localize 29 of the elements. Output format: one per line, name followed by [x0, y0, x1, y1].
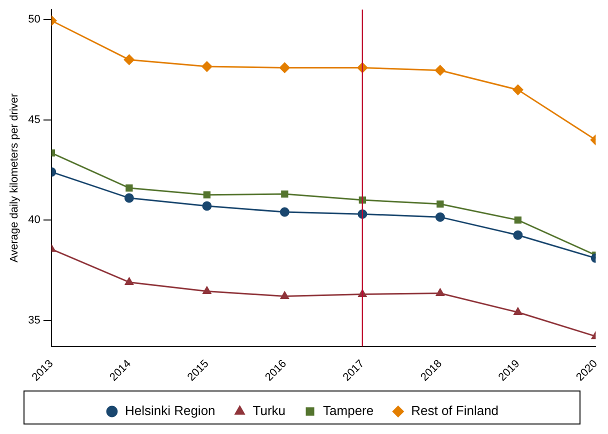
- point: [124, 193, 134, 203]
- legend-label: Turku: [252, 403, 286, 418]
- y-axis-title: Average daily kilometers per driver: [8, 93, 21, 263]
- point: [281, 190, 288, 198]
- point: [434, 65, 446, 76]
- point: [126, 184, 133, 192]
- point: [436, 288, 444, 296]
- point: [203, 191, 211, 198]
- point: [514, 216, 522, 224]
- y-tick-label: 35: [28, 314, 40, 326]
- point: [279, 62, 290, 73]
- legend-label: Tampere: [323, 403, 374, 418]
- point: [202, 61, 212, 72]
- point: [280, 292, 289, 299]
- point: [436, 200, 444, 208]
- point: [124, 277, 134, 285]
- point: [512, 84, 524, 96]
- point: [202, 201, 212, 211]
- y-tick-label: 45: [28, 114, 40, 126]
- point: [514, 308, 522, 316]
- legend-label: Helsinki Region: [124, 403, 216, 418]
- point: [124, 54, 134, 65]
- point: [202, 286, 212, 294]
- legend-label: Rest of Finland: [411, 403, 499, 418]
- point: [435, 212, 445, 222]
- y-tick-label: 40: [28, 214, 40, 226]
- point: [513, 230, 523, 240]
- y-tick-label: 50: [28, 14, 40, 26]
- point: [280, 207, 290, 217]
